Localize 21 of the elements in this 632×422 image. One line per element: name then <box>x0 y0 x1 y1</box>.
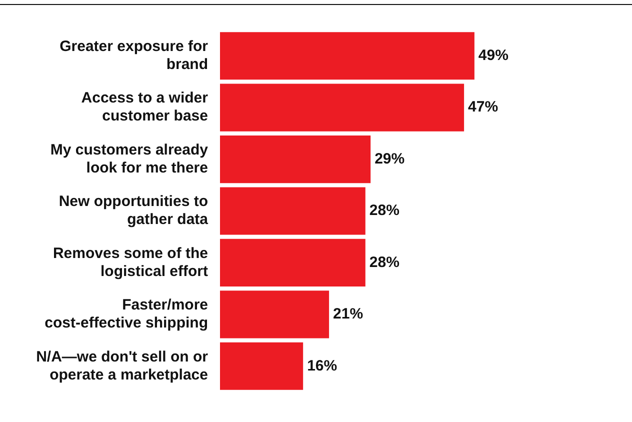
bar <box>220 238 366 287</box>
data-label: 16% <box>307 357 338 374</box>
data-label: 29% <box>374 150 405 168</box>
data-label: 28% <box>369 254 400 271</box>
data-label: 21% <box>333 306 364 323</box>
bar <box>220 187 366 235</box>
y-tick-label: My customers already look for me there <box>50 141 209 176</box>
y-tick-label: N/A—we don't sell on or operate a marketplace <box>36 348 208 384</box>
data-label: 28% <box>369 202 400 220</box>
bar <box>220 32 474 80</box>
bar <box>220 290 330 338</box>
y-tick-label: New opportunities to gather data <box>58 193 209 228</box>
y-tick-label: Removes some of the logistical effort <box>52 244 208 280</box>
data-label: 49% <box>478 47 508 64</box>
data-label: 47% <box>468 98 498 116</box>
bar <box>220 135 371 184</box>
bar <box>220 342 304 390</box>
y-tick-label: Access to a wider customer base <box>81 90 208 125</box>
bar <box>220 84 464 132</box>
y-tick-label: Faster/more cost-effective shipping <box>44 296 208 332</box>
y-tick-label: Greater exposure for brand <box>60 38 208 73</box>
